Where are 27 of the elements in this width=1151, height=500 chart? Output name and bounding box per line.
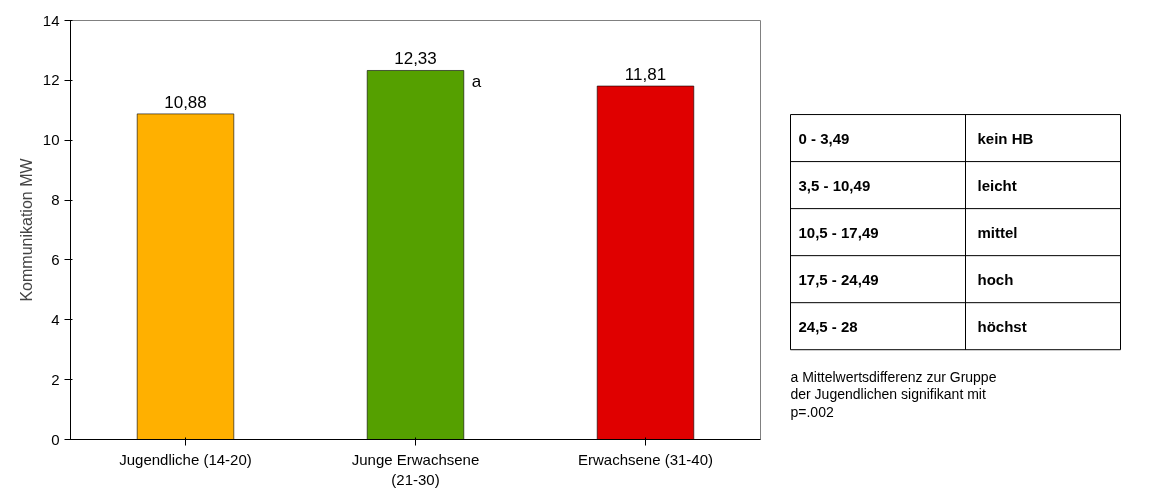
data-label: 10,88 <box>164 92 207 112</box>
y-tick-label: 8 <box>51 191 60 209</box>
text: 10,5 - 17,49 <box>798 223 879 241</box>
text: kein HB <box>977 129 1034 147</box>
y-tick-label: 10 <box>42 131 60 149</box>
y-axis-title: Kommunikation MW <box>17 157 35 302</box>
y-tick-label: 12 <box>42 71 60 89</box>
y-tick-label: 4 <box>51 310 60 328</box>
annotation: a <box>471 72 482 92</box>
text: 3,5 - 10,49 <box>798 176 871 194</box>
text: 24,5 - 28 <box>798 317 858 335</box>
y-tick-label: 2 <box>51 370 60 388</box>
text: höchst <box>977 317 1027 335</box>
text: 0 - 3,49 <box>798 129 850 147</box>
y-tick-label: 14 <box>42 11 60 29</box>
x-tick-label: Jugendliche (14-20) <box>119 450 252 468</box>
text: leicht <box>977 176 1017 194</box>
y-tick-label: 0 <box>51 430 60 448</box>
x-tick-label: Erwachsene (31-40) <box>577 450 714 468</box>
text: hoch <box>977 270 1014 288</box>
text: mittel <box>977 223 1018 241</box>
text: a Mittelwertsdifferenz zur Gruppe der Jugendlichen signifikant mit p=.002 <box>790 368 997 420</box>
y-tick-label: 6 <box>51 250 60 268</box>
text: 17,5 - 24,49 <box>798 270 879 288</box>
x-tick-label: Junge Erwachsene (21-30) <box>351 450 480 488</box>
data-label: 11,81 <box>624 65 667 85</box>
data-label: 12,33 <box>394 49 437 69</box>
